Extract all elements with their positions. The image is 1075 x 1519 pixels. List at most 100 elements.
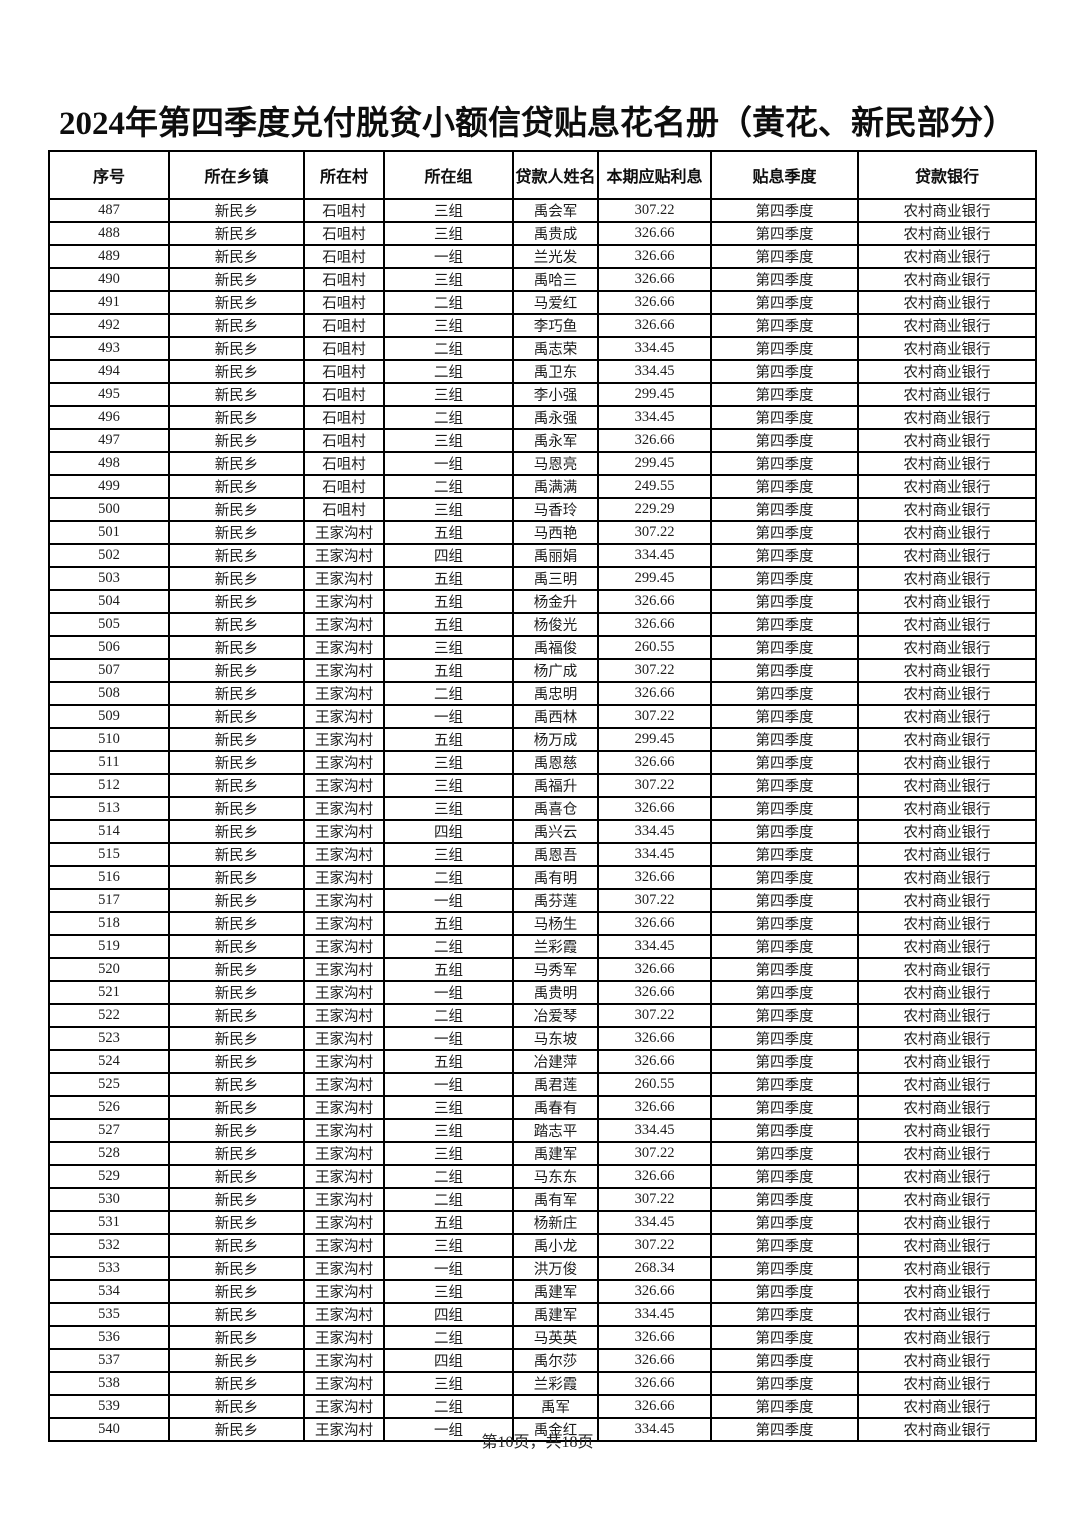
table-cell: 524 (48, 1049, 170, 1074)
table-cell: 第四季度 (710, 1026, 859, 1051)
table-cell: 五组 (383, 589, 514, 614)
table-cell: 农村商业银行 (857, 635, 1037, 660)
table-cell: 第四季度 (710, 589, 859, 614)
table-cell: 334.45 (597, 1417, 712, 1442)
table-row: 539 新民乡 王家沟村 二组 禹军 326.66 第四季度 农村商业银行 (48, 1394, 1037, 1419)
table-cell: 307.22 (597, 198, 712, 223)
table-cell: 禹会军 (512, 198, 599, 223)
table-cell: 农村商业银行 (857, 566, 1037, 591)
table-cell: 禹丽娟 (512, 543, 599, 568)
table-cell: 禹芬莲 (512, 888, 599, 913)
table-cell: 四组 (383, 1302, 514, 1327)
table-cell: 新民乡 (168, 451, 305, 476)
table-cell: 三组 (383, 796, 514, 821)
table-row: 487 新民乡 石咀村 三组 禹会军 307.22 第四季度 农村商业银行 (48, 198, 1037, 223)
table-cell: 禹忠明 (512, 681, 599, 706)
table-cell: 495 (48, 382, 170, 407)
column-header: 本期应贴利息 (597, 150, 712, 200)
table-cell: 307.22 (597, 1187, 712, 1212)
table-cell: 禹君莲 (512, 1072, 599, 1097)
table-cell: 521 (48, 980, 170, 1005)
table-cell: 494 (48, 359, 170, 384)
table-row: 526 新民乡 王家沟村 三组 禹春有 326.66 第四季度 农村商业银行 (48, 1095, 1037, 1120)
page-title: 2024年第四季度兑付脱贫小额信贷贴息花名册（黄花、新民部分） (59, 106, 1016, 142)
table-cell: 537 (48, 1348, 170, 1373)
table-cell: 二组 (383, 405, 514, 430)
table-cell: 三组 (383, 1095, 514, 1120)
table-cell: 249.55 (597, 474, 712, 499)
table-cell: 石咀村 (303, 290, 385, 315)
table-cell: 三组 (383, 221, 514, 246)
table-cell: 第四季度 (710, 1095, 859, 1120)
table-cell: 511 (48, 750, 170, 775)
table-cell: 禹兴云 (512, 819, 599, 844)
table-cell: 第四季度 (710, 635, 859, 660)
table-cell: 王家沟村 (303, 1256, 385, 1281)
table-cell: 509 (48, 704, 170, 729)
table-cell: 农村商业银行 (857, 221, 1037, 246)
table-row: 506 新民乡 王家沟村 三组 禹福俊 260.55 第四季度 农村商业银行 (48, 635, 1037, 660)
table-cell: 504 (48, 589, 170, 614)
table-cell: 农村商业银行 (857, 198, 1037, 223)
table-cell: 农村商业银行 (857, 1072, 1037, 1097)
table-cell: 新民乡 (168, 1371, 305, 1396)
table-cell: 新民乡 (168, 543, 305, 568)
table-row: 509 新民乡 王家沟村 一组 禹西林 307.22 第四季度 农村商业银行 (48, 704, 1037, 729)
table-cell: 李小强 (512, 382, 599, 407)
table-row: 537 新民乡 王家沟村 四组 禹尔莎 326.66 第四季度 农村商业银行 (48, 1348, 1037, 1373)
table-cell: 334.45 (597, 1210, 712, 1235)
table-cell: 新民乡 (168, 1256, 305, 1281)
table-cell: 农村商业银行 (857, 1302, 1037, 1327)
table-cell: 农村商业银行 (857, 520, 1037, 545)
table-cell: 王家沟村 (303, 1141, 385, 1166)
table-cell: 334.45 (597, 543, 712, 568)
table-cell: 489 (48, 244, 170, 269)
table-cell: 农村商业银行 (857, 1325, 1037, 1350)
table-cell: 兰彩霞 (512, 934, 599, 959)
table-row: 531 新民乡 王家沟村 五组 杨新庄 334.45 第四季度 农村商业银行 (48, 1210, 1037, 1235)
table-cell: 马西艳 (512, 520, 599, 545)
table-cell: 一组 (383, 451, 514, 476)
table-cell: 禹贵明 (512, 980, 599, 1005)
table-cell: 531 (48, 1210, 170, 1235)
table-cell: 第四季度 (710, 796, 859, 821)
table-row: 512 新民乡 王家沟村 三组 禹福升 307.22 第四季度 农村商业银行 (48, 773, 1037, 798)
table-cell: 第四季度 (710, 451, 859, 476)
table-cell: 三组 (383, 842, 514, 867)
table-cell: 农村商业银行 (857, 1279, 1037, 1304)
table-cell: 马爱红 (512, 290, 599, 315)
table-cell: 530 (48, 1187, 170, 1212)
table-cell: 新民乡 (168, 796, 305, 821)
table-row: 520 新民乡 王家沟村 五组 马秀军 326.66 第四季度 农村商业银行 (48, 957, 1037, 982)
table-cell: 五组 (383, 727, 514, 752)
table-cell: 第四季度 (710, 980, 859, 1005)
table-row: 500 新民乡 石咀村 三组 马香玲 229.29 第四季度 农村商业银行 (48, 497, 1037, 522)
table-cell: 洪万俊 (512, 1256, 599, 1281)
table-cell: 王家沟村 (303, 1049, 385, 1074)
table-cell: 新民乡 (168, 819, 305, 844)
table-cell: 第四季度 (710, 1210, 859, 1235)
table-row: 508 新民乡 王家沟村 二组 禹忠明 326.66 第四季度 农村商业银行 (48, 681, 1037, 706)
table-cell: 马英英 (512, 1325, 599, 1350)
table-cell: 禹恩吾 (512, 842, 599, 867)
table-cell: 五组 (383, 1049, 514, 1074)
table-row: 497 新民乡 石咀村 三组 禹永军 326.66 第四季度 农村商业银行 (48, 428, 1037, 453)
table-cell: 王家沟村 (303, 704, 385, 729)
table-cell: 307.22 (597, 704, 712, 729)
table-cell: 508 (48, 681, 170, 706)
table-cell: 农村商业银行 (857, 290, 1037, 315)
table-cell: 农村商业银行 (857, 474, 1037, 499)
table-cell: 493 (48, 336, 170, 361)
table-row: 495 新民乡 石咀村 三组 李小强 299.45 第四季度 农村商业银行 (48, 382, 1037, 407)
table-cell: 326.66 (597, 1325, 712, 1350)
table-cell: 农村商业银行 (857, 727, 1037, 752)
table-cell: 农村商业银行 (857, 819, 1037, 844)
column-header: 贷款人姓名 (512, 150, 599, 200)
table-cell: 农村商业银行 (857, 382, 1037, 407)
table-cell: 第四季度 (710, 1325, 859, 1350)
table-row: 514 新民乡 王家沟村 四组 禹兴云 334.45 第四季度 农村商业银行 (48, 819, 1037, 844)
table-row: 529 新民乡 王家沟村 二组 马东东 326.66 第四季度 农村商业银行 (48, 1164, 1037, 1189)
table-cell: 492 (48, 313, 170, 338)
table-cell: 326.66 (597, 1164, 712, 1189)
column-header: 所在村 (303, 150, 385, 200)
